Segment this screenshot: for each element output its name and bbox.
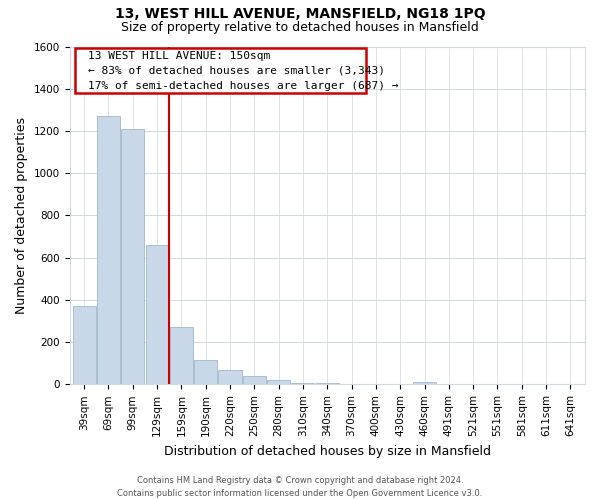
Bar: [243, 376, 266, 384]
Bar: [146, 245, 169, 384]
Bar: [73, 306, 95, 384]
Bar: [194, 360, 217, 384]
Bar: [121, 129, 144, 384]
Bar: [267, 380, 290, 384]
Bar: [292, 382, 314, 384]
Text: Contains HM Land Registry data © Crown copyright and database right 2024.
Contai: Contains HM Land Registry data © Crown c…: [118, 476, 482, 498]
Bar: [413, 382, 436, 384]
Bar: [97, 116, 120, 384]
Text: 17% of semi-detached houses are larger (687) →: 17% of semi-detached houses are larger (…: [88, 80, 398, 90]
FancyBboxPatch shape: [74, 48, 366, 93]
X-axis label: Distribution of detached houses by size in Mansfield: Distribution of detached houses by size …: [164, 444, 491, 458]
Y-axis label: Number of detached properties: Number of detached properties: [15, 117, 28, 314]
Text: Size of property relative to detached houses in Mansfield: Size of property relative to detached ho…: [121, 21, 479, 34]
Bar: [170, 328, 193, 384]
Text: 13 WEST HILL AVENUE: 150sqm: 13 WEST HILL AVENUE: 150sqm: [88, 51, 270, 61]
Text: 13, WEST HILL AVENUE, MANSFIELD, NG18 1PQ: 13, WEST HILL AVENUE, MANSFIELD, NG18 1P…: [115, 8, 485, 22]
Text: ← 83% of detached houses are smaller (3,343): ← 83% of detached houses are smaller (3,…: [88, 66, 385, 76]
Bar: [218, 370, 242, 384]
